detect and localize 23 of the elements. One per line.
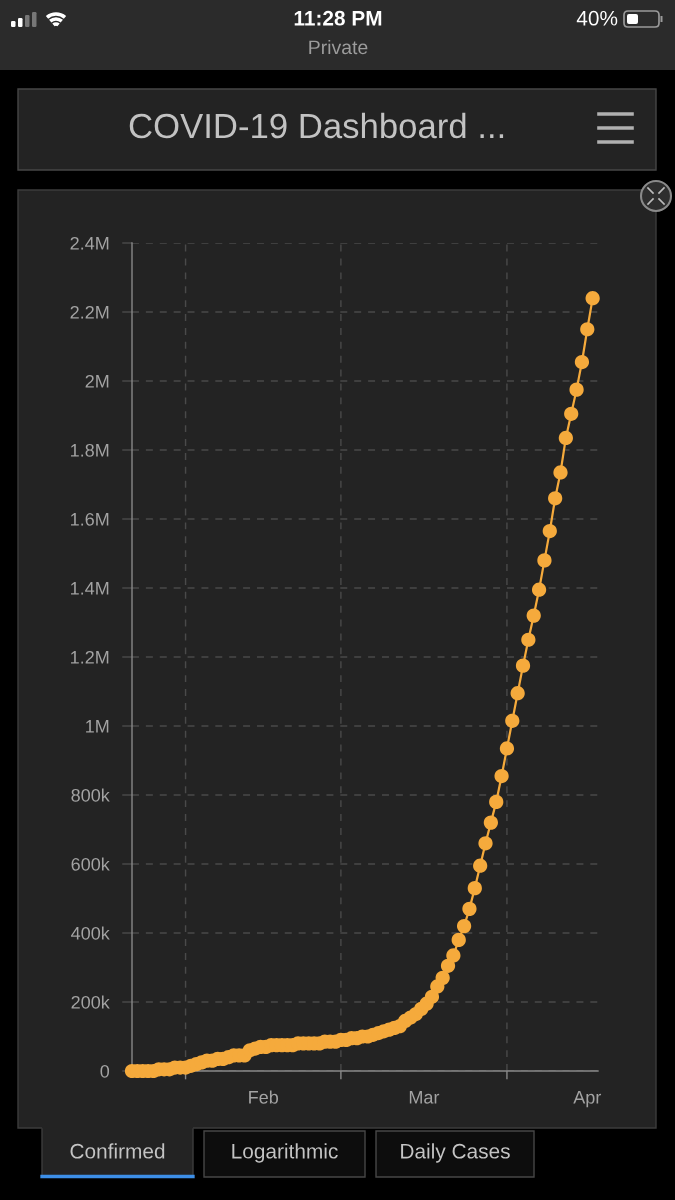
text: 11:28 PM <box>294 10 382 26</box>
text: Confirmed <box>70 1143 165 1159</box>
y-tick-label: 200k <box>71 995 110 1009</box>
text: Logarithmic <box>232 1143 338 1163</box>
y-tick-label: 1.2M <box>71 650 109 664</box>
y-tick-label: 1.4M <box>71 582 109 595</box>
y-tick-label: 400k <box>71 926 110 940</box>
y-tick-label: 1.6M <box>71 512 109 526</box>
y-tick-label: 600k <box>71 857 110 871</box>
y-tick-label: 1M <box>86 720 109 733</box>
y-tick-label: 800k <box>71 788 110 802</box>
text: Daily Cases <box>401 1143 510 1163</box>
x-tick-label: Apr <box>573 1091 602 1108</box>
y-tick-label: 2.2M <box>70 305 109 319</box>
y-tick-label: 2M <box>85 374 109 388</box>
text: Private <box>309 39 368 55</box>
y-tick-label: 2.4M <box>70 236 109 250</box>
y-tick-label: 1.8M <box>71 443 109 457</box>
x-tick-label: Feb <box>249 1090 279 1104</box>
chart-title: COVID-19 Dashboard ... <box>129 112 504 139</box>
x-tick-label: Mar <box>409 1091 440 1104</box>
text: 40% <box>576 10 618 26</box>
y-tick-label: 0 <box>100 1064 110 1078</box>
